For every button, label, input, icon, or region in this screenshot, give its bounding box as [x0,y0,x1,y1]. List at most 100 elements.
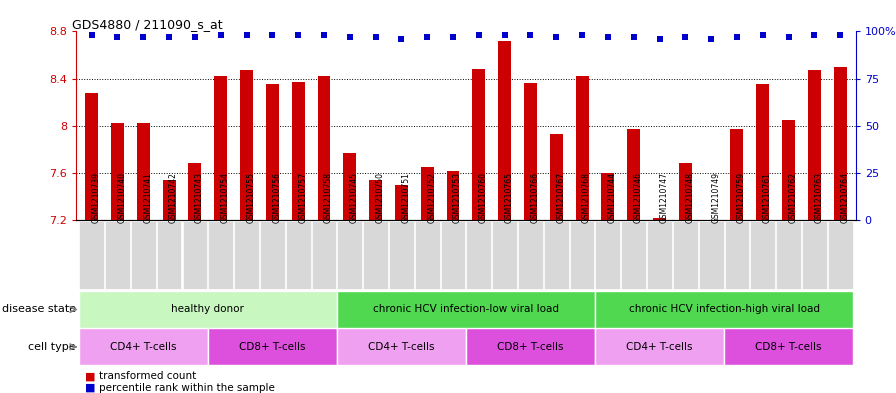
Point [317,32,332,39]
Bar [595,291,853,328]
Bar [337,328,466,365]
Text: GSM1210754: GSM1210754 [220,172,229,223]
Bar [421,167,434,220]
Text: chronic HCV infection-high viral load: chronic HCV infection-high viral load [628,305,820,314]
Point [420,34,435,40]
Bar [234,222,259,289]
Bar [317,76,331,220]
Bar [441,222,465,289]
Point [239,32,254,39]
Point [342,34,357,40]
Text: GSM1210749: GSM1210749 [711,172,720,223]
Bar [782,120,795,220]
Bar [337,291,595,328]
Text: GSM1210768: GSM1210768 [582,172,591,223]
Text: healthy donor: healthy donor [171,305,245,314]
Text: GSM1210752: GSM1210752 [427,172,436,223]
Point [549,34,564,40]
Point [497,32,512,39]
Bar [756,84,769,220]
Point [704,36,719,42]
Point [394,36,409,42]
Text: GSM1210745: GSM1210745 [349,172,358,223]
Bar [79,328,208,365]
Text: GSM1210743: GSM1210743 [195,172,204,223]
Text: GSM1210761: GSM1210761 [762,172,771,223]
Bar [730,129,744,220]
Bar [621,222,646,289]
Bar [369,180,382,220]
Point [368,34,383,40]
Text: GSM1210767: GSM1210767 [556,172,565,223]
Bar [724,328,853,365]
Bar [395,185,408,220]
Point [833,32,848,39]
Text: GSM1210766: GSM1210766 [530,172,539,223]
Point [755,32,770,39]
Text: GSM1210760: GSM1210760 [478,172,487,223]
Bar [750,222,775,289]
Text: ■: ■ [85,383,96,393]
Text: disease state: disease state [2,305,75,314]
Text: transformed count: transformed count [99,371,196,381]
Point [575,32,590,39]
Bar [544,222,569,289]
Point [84,32,99,39]
Bar [704,220,718,226]
Bar [627,129,640,220]
Text: GSM1210756: GSM1210756 [272,172,281,223]
Bar [240,70,253,220]
Bar [679,163,692,220]
Text: CD8+ T-cells: CD8+ T-cells [239,342,306,352]
Text: GSM1210765: GSM1210765 [504,172,513,223]
Bar [137,123,150,220]
Text: GSM1210739: GSM1210739 [91,172,100,223]
Bar [260,222,285,289]
Bar [492,222,517,289]
Bar [802,222,827,289]
Point [213,32,228,39]
Bar [157,222,182,289]
Bar [472,69,486,220]
Bar [808,70,821,220]
Bar [111,123,124,220]
Point [471,32,486,39]
Text: GSM1210753: GSM1210753 [453,172,462,223]
Text: cell type: cell type [28,342,75,352]
Text: GSM1210744: GSM1210744 [607,172,616,223]
Bar [338,222,362,289]
Bar [79,291,337,328]
Text: GSM1210747: GSM1210747 [659,172,668,223]
Bar [389,222,414,289]
Bar [498,41,511,220]
Text: CD4+ T-cells: CD4+ T-cells [110,342,177,352]
Bar [725,222,749,289]
Text: GSM1210759: GSM1210759 [737,172,746,223]
Bar [466,328,595,365]
Bar [266,84,279,220]
Text: CD8+ T-cells: CD8+ T-cells [497,342,564,352]
Bar [208,222,233,289]
Text: GSM1210746: GSM1210746 [633,172,642,223]
Text: GSM1210748: GSM1210748 [685,172,694,223]
Bar [575,76,589,220]
Bar [183,222,207,289]
Bar [550,134,563,220]
Point [265,32,280,39]
Bar [518,222,543,289]
Text: GSM1210740: GSM1210740 [117,172,126,223]
Point [446,34,461,40]
Text: GSM1210741: GSM1210741 [143,172,152,223]
Bar [446,171,460,220]
Text: CD8+ T-cells: CD8+ T-cells [755,342,822,352]
Bar [208,328,337,365]
Text: GSM1210758: GSM1210758 [324,172,333,223]
Point [291,32,306,39]
Point [781,34,796,40]
Bar [131,222,156,289]
Point [729,34,744,40]
Text: GSM1210751: GSM1210751 [401,172,410,223]
Bar [343,153,357,220]
Bar [834,67,847,220]
Bar [595,328,724,365]
